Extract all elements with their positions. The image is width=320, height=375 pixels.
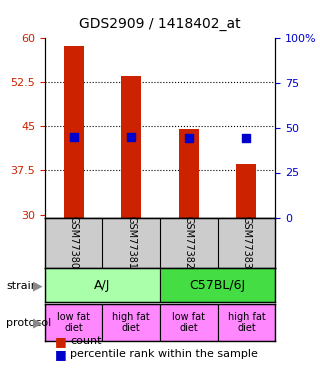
Text: GSM77380: GSM77380 (68, 216, 79, 269)
FancyBboxPatch shape (45, 304, 102, 341)
Text: C57BL/6J: C57BL/6J (189, 279, 246, 291)
Text: A/J: A/J (94, 279, 111, 291)
Text: strain: strain (6, 281, 38, 291)
Text: high fat
diet: high fat diet (112, 312, 150, 333)
Text: protocol: protocol (6, 318, 52, 328)
Text: high fat
diet: high fat diet (228, 312, 265, 333)
Text: ■: ■ (54, 335, 66, 348)
Point (129, 134, 134, 140)
Text: low fat
diet: low fat diet (57, 312, 90, 333)
FancyBboxPatch shape (160, 268, 275, 302)
FancyBboxPatch shape (45, 268, 160, 302)
Text: low fat
diet: low fat diet (172, 312, 205, 333)
Text: GSM77383: GSM77383 (241, 216, 252, 269)
Point (71, 134, 76, 140)
Text: count: count (70, 336, 102, 346)
Text: ▶: ▶ (33, 280, 43, 292)
Text: GSM77382: GSM77382 (184, 216, 194, 269)
Bar (121, 76, 141, 217)
Bar (236, 164, 257, 218)
Point (244, 135, 249, 141)
FancyBboxPatch shape (102, 304, 160, 341)
FancyBboxPatch shape (160, 304, 218, 341)
Text: ▶: ▶ (33, 317, 43, 330)
Bar (63, 46, 84, 217)
FancyBboxPatch shape (218, 304, 275, 341)
Text: GDS2909 / 1418402_at: GDS2909 / 1418402_at (79, 17, 241, 32)
Bar (179, 129, 199, 218)
Text: percentile rank within the sample: percentile rank within the sample (70, 350, 258, 359)
Text: ■: ■ (54, 348, 66, 361)
Text: GSM77381: GSM77381 (126, 216, 136, 269)
Point (186, 135, 191, 141)
